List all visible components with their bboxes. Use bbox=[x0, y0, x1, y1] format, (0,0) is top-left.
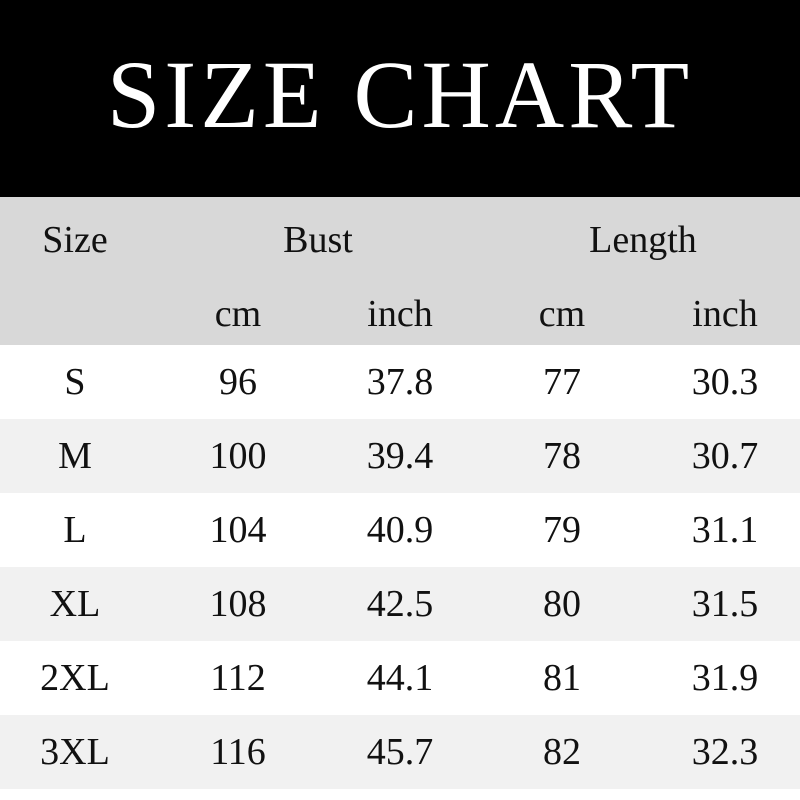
cell-size: XL bbox=[49, 583, 101, 625]
header-bust: Bust bbox=[283, 219, 353, 261]
title-banner: SIZE CHART bbox=[0, 0, 800, 197]
cell-bust-inch: 42.5 bbox=[366, 583, 434, 625]
cell-bust-cm: 112 bbox=[210, 657, 266, 699]
cell-length-inch: 31.1 bbox=[691, 509, 759, 551]
cell-bust-inch: 44.1 bbox=[366, 657, 434, 699]
cell-bust-cm: 100 bbox=[209, 435, 267, 477]
header-length: Length bbox=[589, 219, 697, 261]
table-row: L 104 40.9 79 31.1 bbox=[0, 493, 800, 567]
cell-length-cm: 81 bbox=[543, 657, 581, 699]
cell-length-inch: 31.9 bbox=[691, 657, 759, 699]
cell-bust-inch: 37.8 bbox=[366, 361, 434, 403]
cell-bust-inch: 39.4 bbox=[366, 435, 434, 477]
table-row: 3XL 116 45.7 82 32.3 bbox=[0, 715, 800, 789]
cell-length-inch: 30.7 bbox=[691, 435, 759, 477]
header-length-inch: inch bbox=[692, 293, 758, 335]
cell-length-cm: 82 bbox=[543, 731, 581, 773]
cell-length-inch: 31.5 bbox=[691, 583, 759, 625]
cell-length-cm: 79 bbox=[543, 509, 581, 551]
table-row: 2XL 112 44.1 81 31.9 bbox=[0, 641, 800, 715]
header-length-cm: cm bbox=[538, 293, 586, 335]
header-bust-inch: inch bbox=[367, 293, 433, 335]
table-header: Size Bust Length cm inch cm inch bbox=[0, 197, 800, 345]
cell-bust-inch: 40.9 bbox=[366, 509, 434, 551]
cell-length-cm: 77 bbox=[543, 361, 581, 403]
cell-bust-cm: 104 bbox=[209, 509, 267, 551]
cell-bust-cm: 108 bbox=[209, 583, 267, 625]
table-row: S 96 37.8 77 30.3 bbox=[0, 345, 800, 419]
cell-size: 2XL bbox=[40, 657, 110, 699]
cell-bust-cm: 96 bbox=[219, 361, 257, 403]
cell-bust-inch: 45.7 bbox=[366, 731, 434, 773]
cell-length-inch: 32.3 bbox=[691, 731, 759, 773]
cell-bust-cm: 116 bbox=[210, 731, 266, 773]
cell-length-cm: 80 bbox=[543, 583, 581, 625]
cell-size: L bbox=[63, 509, 87, 551]
cell-length-inch: 30.3 bbox=[691, 361, 759, 403]
table-row: M 100 39.4 78 30.7 bbox=[0, 419, 800, 493]
cell-size: S bbox=[64, 361, 86, 403]
cell-size: M bbox=[58, 435, 92, 477]
page-title: SIZE CHART bbox=[106, 41, 694, 148]
header-size: Size bbox=[42, 219, 108, 261]
header-bust-cm: cm bbox=[214, 293, 262, 335]
cell-length-cm: 78 bbox=[543, 435, 581, 477]
cell-size: 3XL bbox=[40, 731, 110, 773]
table-row: XL 108 42.5 80 31.5 bbox=[0, 567, 800, 641]
